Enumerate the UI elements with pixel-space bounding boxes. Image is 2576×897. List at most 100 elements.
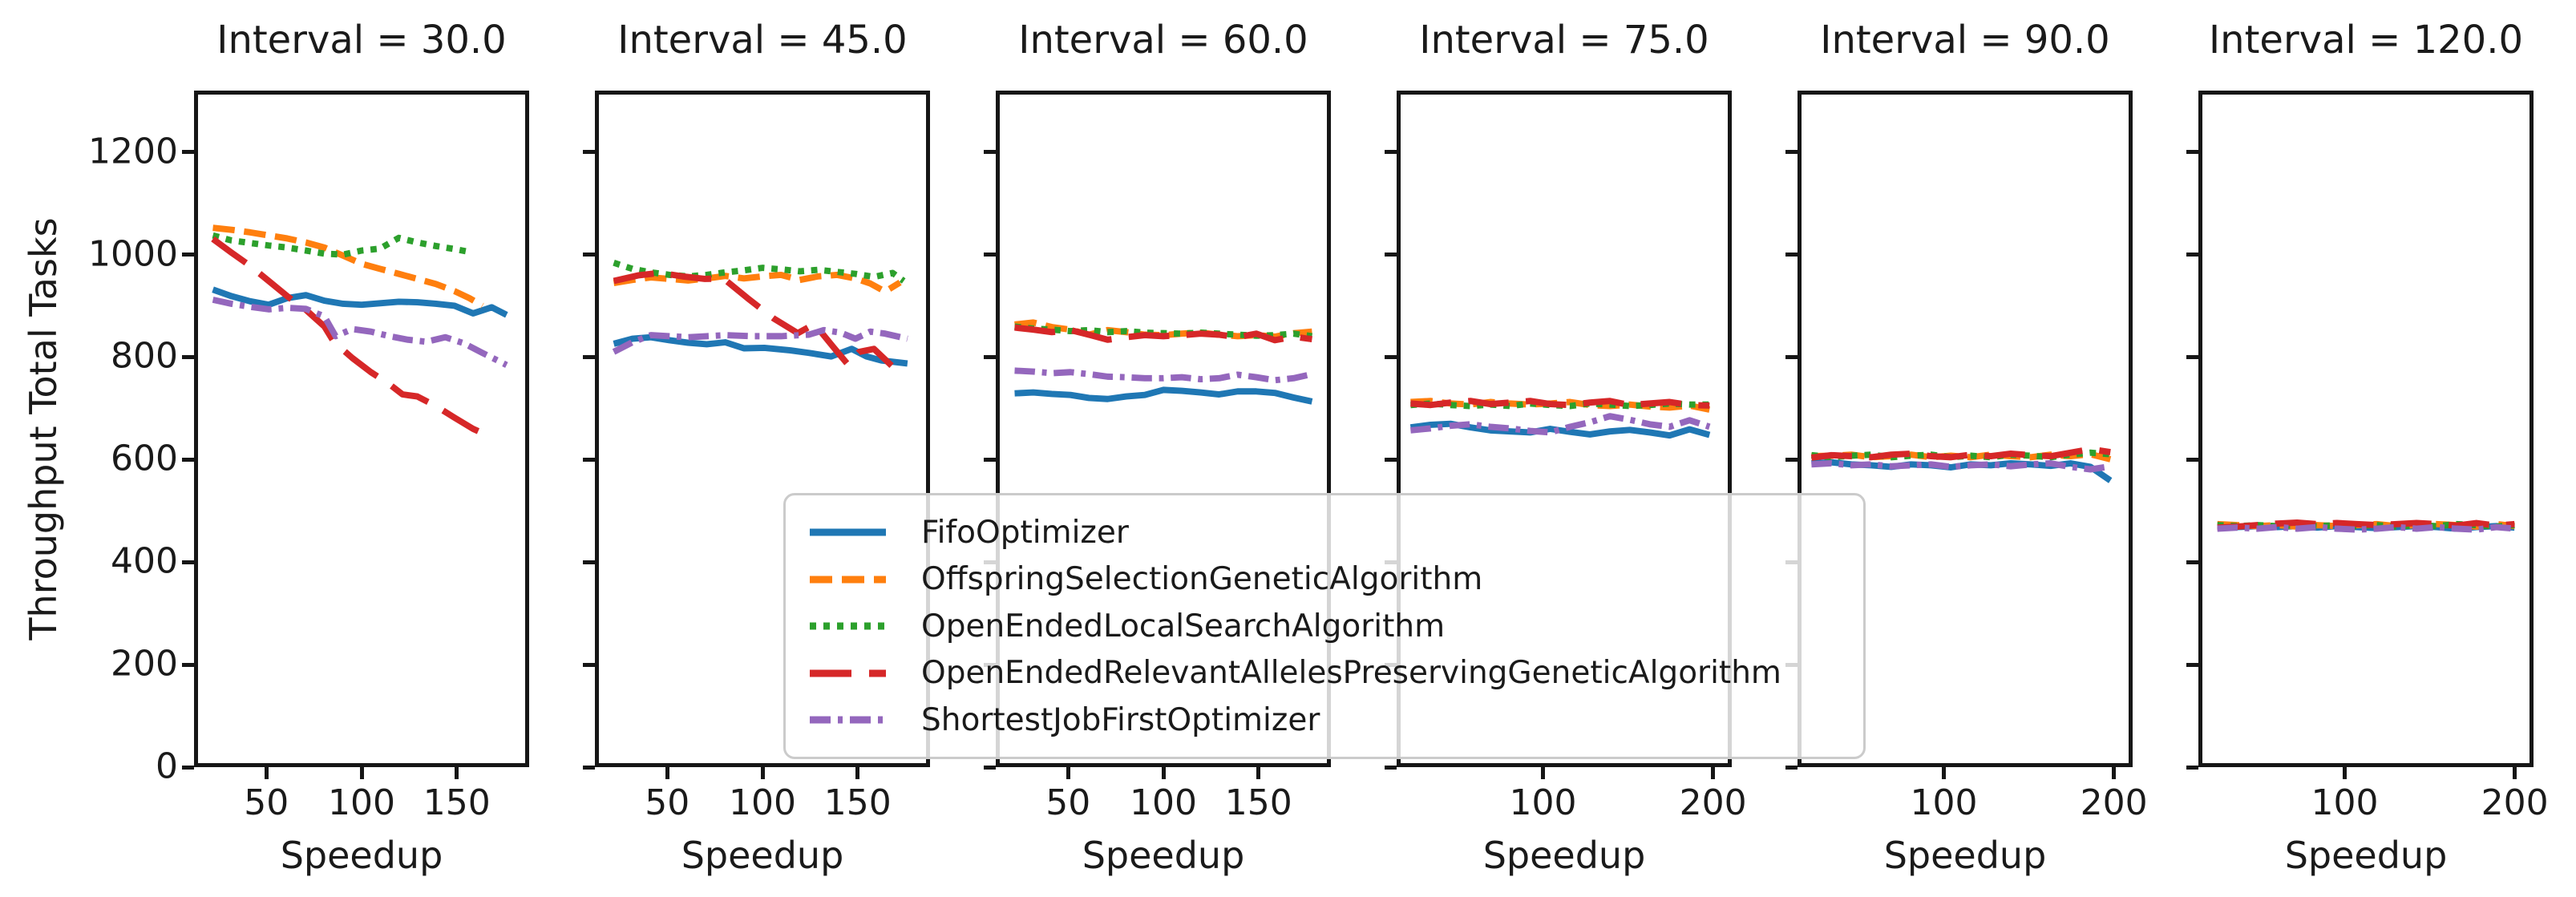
x-tick-label: 100 [328,782,395,823]
x-tick-label: 150 [423,782,491,823]
series-line-OpenEndedLocalSearchAlgorithm [212,232,468,258]
y-tick-mark [182,253,194,257]
x-tick-mark [1941,767,1946,779]
legend-entry: OpenEndedLocalSearchAlgorithm [810,608,1852,644]
series-line-OffspringSelectionGeneticAlgorithm [212,224,484,309]
facet-interval-75.0: Interval = 75.0 100 200 Speedup [1385,0,1747,897]
y-tick-label: 400 [111,540,178,582]
x-tick-mark [455,767,459,779]
y-tick-mark [984,354,996,359]
y-tick-mark [182,765,194,770]
x-axis-label: Speedup [681,834,844,877]
series-line-OffspringSelectionGeneticAlgorithm [1811,451,2112,463]
x-tick-mark [760,767,765,779]
series-line-ShortestJobFirstOptimizer [1410,413,1711,436]
x-tick-label: 50 [1045,782,1091,823]
plot-area [2198,91,2534,767]
x-tick-label: 50 [645,782,690,823]
y-tick-mark [1385,765,1397,770]
x-tick-label: 100 [729,782,796,823]
series-line-ShortestJobFirstOptimizer [612,326,908,355]
y-tick-mark [984,150,996,155]
y-tick-mark [583,765,595,770]
x-tick-label: 200 [2481,782,2549,823]
plot-canvas [612,260,908,373]
x-tick-label: 100 [1910,782,1978,823]
x-tick-label: 100 [1130,782,1197,823]
y-tick-mark [2186,253,2198,257]
facet-title: Interval = 45.0 [617,18,908,63]
y-tick-mark [984,457,996,462]
series-line-ShortestJobFirstOptimizer [1014,367,1313,384]
x-tick-mark [855,767,860,779]
x-axis-label: Speedup [2284,834,2448,877]
facet-interval-30.0: Interval = 30.0 50 100 150 0 200 400 600 800 1000… [88,0,529,897]
legend-entry: ShortestJobFirstOptimizer [810,702,1852,738]
legend-line-sample-FifoOptimizer [810,528,886,536]
y-tick-mark [583,457,595,462]
y-tick-mark [1385,253,1397,257]
facet-interval-60.0: Interval = 60.0 50 100 150 Speedup [984,0,1331,897]
series-line-OpenEndedRelevantAllelesPreservingGeneticAlgorithm [613,269,899,373]
x-tick-mark [1711,767,1716,779]
legend-entry: OffspringSelectionGeneticAlgorithm [810,561,1852,597]
y-tick-mark [2186,765,2198,770]
y-tick-mark [583,560,595,564]
x-tick-mark [359,767,364,779]
plot-canvas [1409,398,1711,439]
series-line-ShortestJobFirstOptimizer [212,297,508,368]
y-tick-mark [182,150,194,155]
plot-canvas [1014,319,1313,405]
y-tick-mark [1785,457,1798,462]
y-tick-mark [2186,662,2198,667]
y-tick-label: 200 [111,643,178,685]
legend-entry: OpenEndedRelevantAllelesPreservingGeneti… [810,655,1852,691]
series-line-OpenEndedRelevantAllelesPreservingGeneticAlgorithm [211,236,486,437]
facet-interval-45.0: Interval = 45.0 50 100 150 Speedup [583,0,930,897]
facet-title: Interval = 120.0 [2209,18,2523,63]
y-tick-mark [984,253,996,257]
plot-canvas [211,224,508,437]
y-tick-label: 600 [111,438,178,479]
facet-title: Interval = 75.0 [1419,18,1709,63]
series-line-ShortestJobFirstOptimizer [2217,523,2515,533]
legend-label: OffspringSelectionGeneticAlgorithm [921,561,1483,597]
x-tick-label: 200 [1679,782,1747,823]
y-tick-mark [2186,457,2198,462]
x-tick-label: 50 [244,782,289,823]
y-tick-mark [1385,457,1397,462]
series-line-OffspringSelectionGeneticAlgorithm [1410,398,1711,413]
facet-interval-90.0: Interval = 90.0 100 200 Speedup [1785,0,2148,897]
y-tick-label: 0 [156,745,178,787]
x-tick-mark [2112,767,2117,779]
facet-title: Interval = 30.0 [216,18,507,63]
x-tick-mark [1540,767,1545,779]
y-tick-label: 800 [111,335,178,377]
y-tick-label: 1200 [88,131,178,172]
y-tick-mark [1785,150,1798,155]
y-tick-mark [984,765,996,770]
y-tick-mark [182,560,194,564]
x-tick-mark [2342,767,2347,779]
y-tick-mark [583,662,595,667]
legend-line-sample-OpenEndedLocalSearchAlgorithm [810,622,886,630]
y-tick-mark [583,253,595,257]
y-tick-mark [2186,354,2198,359]
y-tick-mark [1385,354,1397,359]
x-tick-label: 150 [823,782,892,823]
series-line-OpenEndedLocalSearchAlgorithm [613,260,906,284]
legend-line-sample-ShortestJobFirstOptimizer [810,716,886,724]
x-tick-mark [1161,767,1166,779]
x-tick-mark [665,767,669,779]
series-line-OpenEndedRelevantAllelesPreservingGeneticAlgorithm [1410,398,1710,409]
x-tick-label: 100 [2311,782,2379,823]
x-tick-label: 150 [1224,782,1292,823]
y-tick-mark [2186,150,2198,155]
y-tick-label: 1000 [88,233,178,275]
x-tick-label: 100 [1509,782,1577,823]
y-tick-mark [1785,354,1798,359]
plot-canvas [1810,446,2113,483]
series-line-OffspringSelectionGeneticAlgorithm [613,271,902,295]
legend-entry: FifoOptimizer [810,515,1852,551]
